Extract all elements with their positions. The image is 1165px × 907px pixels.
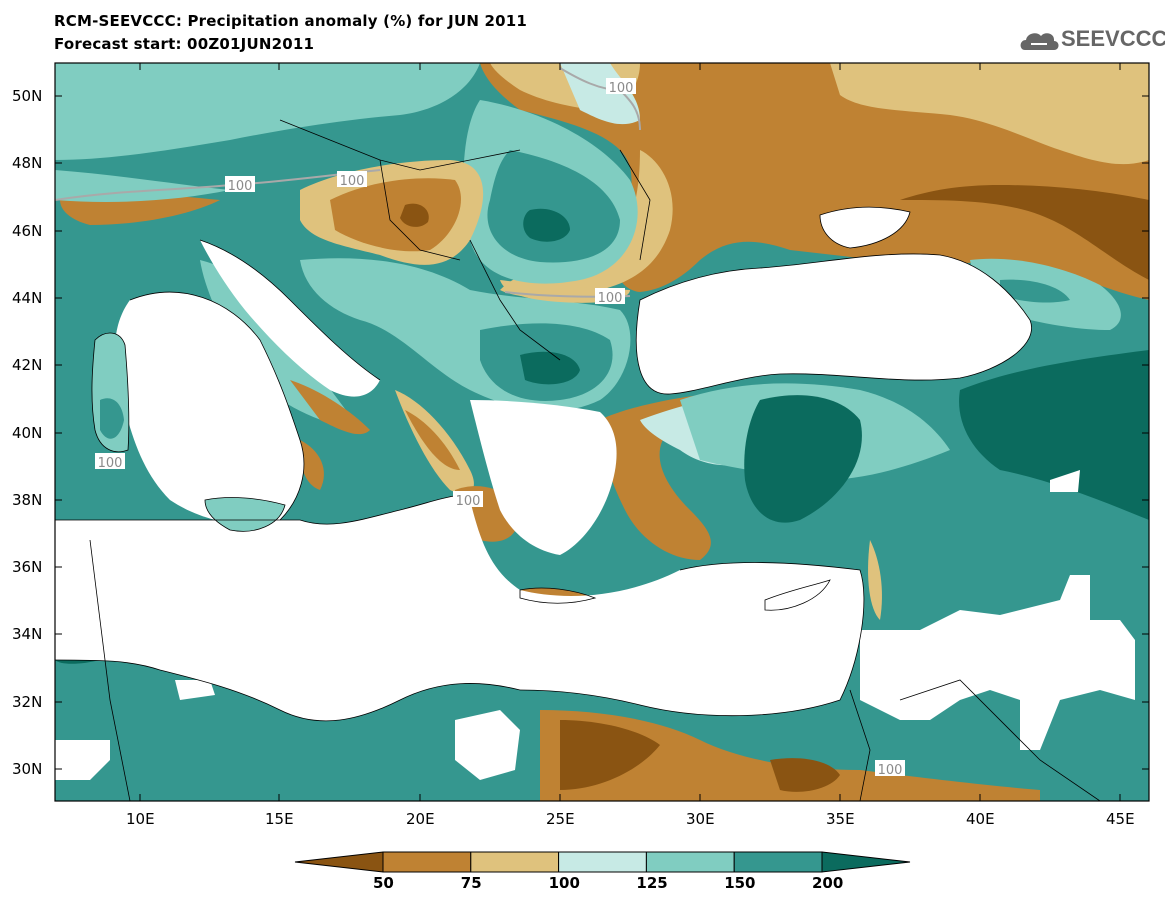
- latitude-label: 44N: [12, 289, 43, 307]
- latitude-label: 50N: [12, 87, 43, 105]
- longitude-label: 30E: [686, 810, 715, 828]
- colorbar-level-label: 50: [373, 874, 394, 892]
- colorbar-level-label: 125: [636, 874, 668, 892]
- colorbar-level-label: 75: [460, 874, 482, 892]
- longitude-label: 10E: [126, 810, 155, 828]
- colorbar-max-triangle: [821, 851, 911, 873]
- latitude-label: 38N: [12, 491, 43, 509]
- colorbar-box: [558, 851, 647, 873]
- map-fields: [55, 63, 1149, 801]
- longitude-label: 40E: [966, 810, 995, 828]
- latitude-label: 48N: [12, 154, 43, 172]
- contour-label-background: [337, 171, 367, 187]
- figure-title: RCM-SEEVCCC: Precipitation anomaly (%) f…: [54, 12, 528, 30]
- colorbar-box: [733, 851, 823, 873]
- longitude-label: 15E: [265, 810, 294, 828]
- contour-label-background: [595, 288, 625, 304]
- longitude-label: 25E: [546, 810, 575, 828]
- longitude-label: 35E: [826, 810, 855, 828]
- latitude-label: 36N: [12, 558, 43, 576]
- contour-label: 100: [609, 81, 634, 96]
- colorbar-box: [645, 851, 735, 873]
- contour-label-background: [95, 453, 125, 469]
- seevccc-logo: SEEVCCC: [1017, 20, 1165, 60]
- contour-label: 100: [598, 291, 623, 306]
- latitude-label: 46N: [12, 222, 43, 240]
- contour-label: 100: [228, 179, 253, 194]
- contour-label: 100: [340, 174, 365, 189]
- logo-text: SEEVCCC: [1061, 26, 1165, 51]
- colorbar-box: [382, 851, 472, 873]
- contour-label-background: [453, 491, 483, 507]
- colorbar-min-triangle: [294, 851, 384, 873]
- colorbar: [294, 851, 911, 873]
- contour-label: 100: [98, 456, 123, 471]
- latitude-label: 32N: [12, 693, 43, 711]
- latitude-label: 42N: [12, 356, 43, 374]
- contour-label: 100: [456, 494, 481, 509]
- longitude-label: 45E: [1106, 810, 1135, 828]
- cloud-icon: [1020, 33, 1059, 50]
- contour-label-background: [606, 78, 636, 94]
- contour-label-background: [875, 760, 905, 776]
- colorbar-box: [470, 851, 560, 873]
- latitude-label: 34N: [12, 625, 43, 643]
- colorbar-level-label: 200: [812, 874, 844, 892]
- longitude-label: 20E: [406, 810, 435, 828]
- colorbar-level-label: 100: [548, 874, 580, 892]
- latitude-label: 40N: [12, 424, 43, 442]
- forecast-start-label: Forecast start: 00Z01JUN2011: [54, 35, 315, 53]
- latitude-label: 30N: [12, 760, 43, 778]
- map-frame: [54, 62, 1150, 802]
- contour-label-background: [225, 176, 255, 192]
- contour-label: 100: [878, 763, 903, 778]
- colorbar-level-label: 150: [724, 874, 756, 892]
